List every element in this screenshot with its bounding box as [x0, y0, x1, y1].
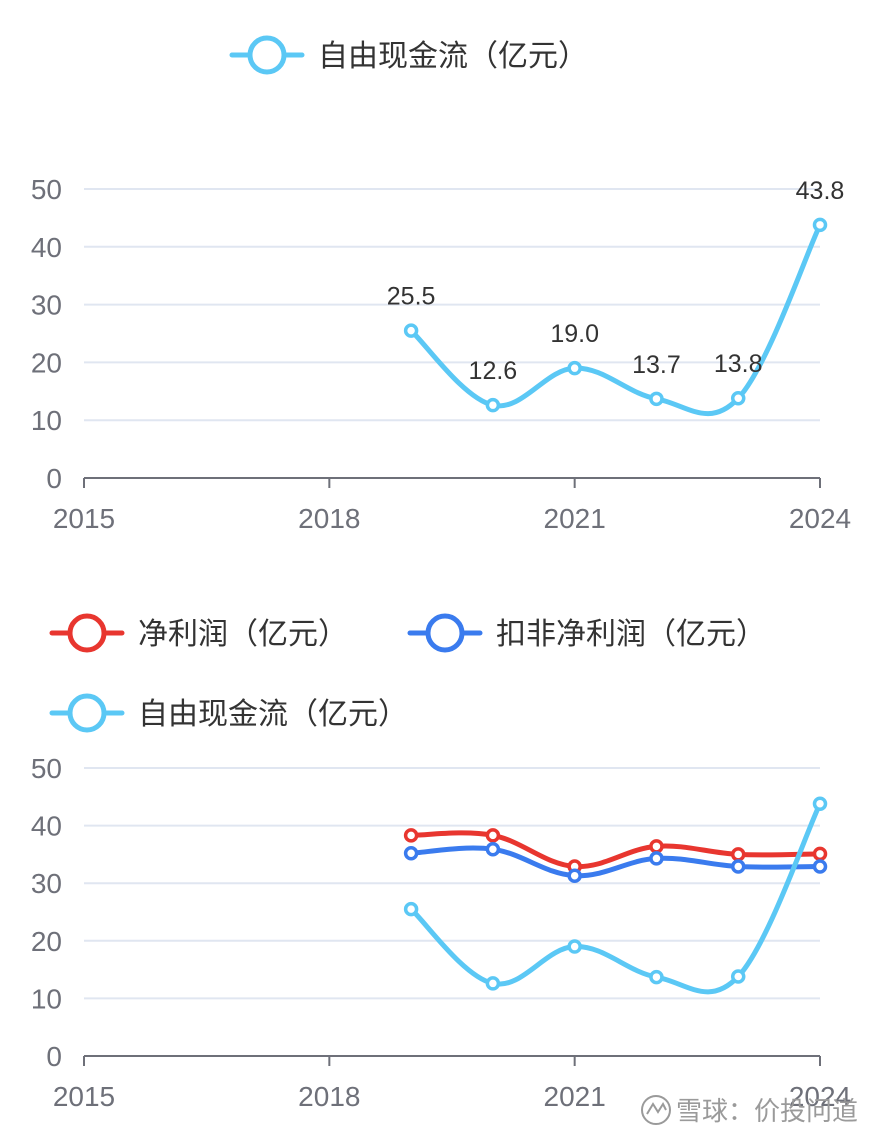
data-point: [485, 976, 501, 991]
x-tick-label: 2015: [53, 1081, 115, 1112]
watermark: 雪球：价投问道: [641, 1095, 858, 1127]
data-point: [403, 323, 419, 338]
legend-label: 自由现金流（亿元）: [138, 697, 408, 732]
y-tick-label: 30: [31, 868, 62, 899]
x-tick-label: 2015: [53, 503, 115, 534]
series-line: [410, 845, 821, 879]
data-point: [812, 217, 828, 233]
x-tick-label: 2018: [298, 1081, 360, 1112]
snowball-logo-icon: [641, 1095, 671, 1125]
y-tick-label: 0: [46, 463, 62, 494]
legend-item-0: 净利润（亿元）: [49, 613, 348, 653]
legend-marker: [67, 613, 107, 653]
y-tick-label: 10: [31, 983, 62, 1014]
data-point: [567, 868, 582, 883]
data-point: [649, 851, 664, 866]
data-point: [730, 969, 746, 984]
x-tick-label: 2024: [789, 1081, 851, 1112]
y-tick-label: 20: [31, 926, 62, 957]
series-2: [403, 796, 828, 995]
y-tick-label: 0: [46, 1041, 62, 1072]
data-point: [403, 845, 419, 861]
series-line: [409, 802, 823, 995]
y-tick-label: 10: [31, 405, 62, 436]
series-1: [403, 841, 828, 883]
legend-marker: [67, 693, 107, 733]
legend-marker: [425, 613, 465, 653]
legend-label: 净利润（亿元）: [138, 617, 348, 652]
legend-label: 扣非净利润（亿元）: [496, 617, 766, 652]
data-label: 25.5: [387, 283, 436, 311]
data-point: [730, 859, 746, 874]
x-tick-label: 2018: [298, 503, 360, 534]
x-axis: 2015 2018 2021 2024: [53, 1055, 851, 1112]
legend-item-2: 自由现金流（亿元）: [49, 693, 408, 733]
data-point: [812, 796, 828, 811]
x-tick-label: 2021: [544, 503, 606, 534]
legend-item-0: 自由现金流（亿元）: [229, 35, 588, 75]
data-point: [649, 839, 664, 854]
series-0: 25.5 12.6 19.0 13.7 13.8 43.8: [387, 177, 845, 417]
x-axis: 2015 2018 2021 2024: [53, 477, 851, 534]
legend-label: 自由现金流（亿元）: [318, 39, 588, 74]
data-label: 13.8: [714, 350, 763, 378]
x-tick-label: 2024: [789, 503, 851, 534]
series-0: [403, 828, 828, 874]
y-tick-label: 40: [31, 811, 62, 842]
free-cash-flow-chart: 自由现金流（亿元） 0 10 20 30 40 50 2015 2018 2021 2024 25.5…: [31, 35, 851, 534]
data-point: [649, 391, 664, 407]
y-tick-label: 30: [31, 290, 62, 321]
data-point: [485, 828, 501, 843]
profit-and-cash-flow-chart: 净利润（亿元） 扣非净利润（亿元） 自由现金流（亿元） 0 10 20 30 40 50 2015…: [31, 613, 851, 1112]
data-point: [403, 828, 419, 843]
legend-marker: [247, 35, 287, 75]
legend: 净利润（亿元） 扣非净利润（亿元） 自由现金流（亿元）: [49, 613, 766, 733]
data-point: [812, 846, 828, 862]
y-tick-label: 50: [31, 174, 62, 205]
y-tick-label: 20: [31, 347, 62, 378]
series-line: [411, 830, 821, 870]
y-axis: 0 10 20 30 40 50: [31, 174, 820, 494]
y-axis: 0 10 20 30 40 50: [31, 753, 820, 1072]
legend: 自由现金流（亿元）: [229, 35, 588, 75]
data-point: [730, 390, 746, 406]
data-point: [730, 847, 746, 862]
data-point: [567, 939, 582, 954]
watermark-text: 雪球：价投问道: [676, 1097, 858, 1127]
legend-item-1: 扣非净利润（亿元）: [407, 613, 766, 653]
data-label: 19.0: [550, 320, 599, 348]
data-point: [485, 841, 501, 857]
data-point: [812, 859, 828, 874]
data-label: 12.6: [469, 357, 518, 385]
y-tick-label: 40: [31, 232, 62, 263]
data-point: [649, 969, 664, 985]
series-line: [409, 223, 823, 417]
x-tick-label: 2021: [544, 1081, 606, 1112]
data-label: 43.8: [796, 177, 845, 205]
data-point: [567, 360, 582, 376]
data-point: [485, 397, 501, 413]
data-label: 13.7: [632, 351, 681, 379]
y-tick-label: 50: [31, 753, 62, 784]
data-point: [403, 901, 419, 917]
